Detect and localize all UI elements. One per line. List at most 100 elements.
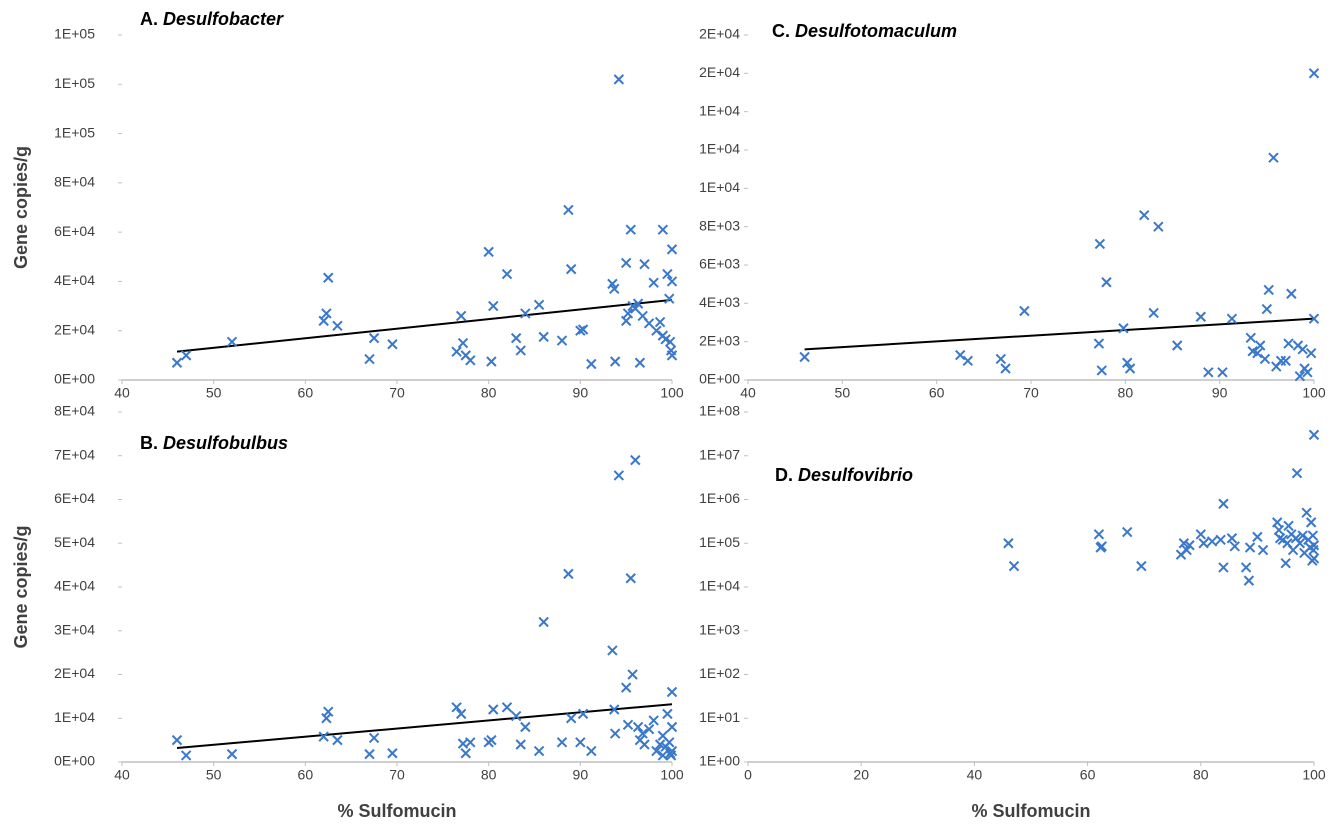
y-tick-label: 6E+04 [54, 223, 95, 239]
point [1280, 355, 1291, 367]
x-tick-label: 90 [573, 767, 589, 783]
point [515, 739, 526, 750]
point [625, 573, 636, 584]
point [575, 325, 586, 336]
point [1308, 544, 1319, 556]
y-tick-label: 1E+04 [54, 709, 95, 725]
point [1252, 531, 1263, 543]
y-tick-label: 1E+04 [699, 102, 740, 118]
point [1148, 307, 1159, 319]
point [577, 708, 589, 720]
y-tick-label: 3E+04 [54, 621, 95, 637]
point [1243, 575, 1255, 586]
point [1118, 323, 1129, 334]
point [1244, 542, 1256, 553]
y-tick-label: 1E+07 [699, 446, 740, 462]
point [1093, 529, 1105, 540]
point [364, 353, 375, 365]
point [1203, 367, 1214, 378]
y-tick-label: 4E+04 [54, 578, 95, 594]
trendline [176, 298, 673, 353]
y-tick-label: 1E+04 [699, 578, 740, 594]
x-tick-label: 40 [114, 767, 130, 783]
point [180, 750, 192, 761]
y-tick-label: 8E+04 [54, 174, 95, 190]
panel-label: C. [772, 21, 790, 41]
y-tick-label: 1E+05 [54, 26, 95, 42]
y-tick-label: 2E+04 [699, 64, 740, 80]
point [1019, 305, 1030, 317]
y-tick-label: 7E+04 [54, 446, 95, 462]
point [1217, 367, 1228, 378]
point [332, 320, 343, 331]
point [1195, 311, 1207, 322]
point [1252, 347, 1263, 359]
point [323, 706, 334, 717]
point [321, 713, 332, 724]
point [609, 704, 620, 715]
y-tick-label: 6E+04 [54, 490, 95, 506]
point [1122, 526, 1133, 538]
point [1096, 365, 1107, 376]
point [510, 710, 522, 722]
point [995, 353, 1007, 365]
point [665, 345, 677, 356]
point [501, 702, 513, 713]
point [488, 300, 499, 312]
point [1226, 533, 1238, 544]
point [1283, 338, 1294, 349]
point [1215, 534, 1226, 545]
y-axis-label: Gene copies/g [11, 146, 31, 269]
x-axis-label: % Sulfomucin [971, 801, 1090, 821]
point [1305, 347, 1317, 359]
point [1272, 517, 1283, 528]
point [457, 337, 469, 349]
genus-name: Desulfotomaculum [795, 21, 957, 41]
x-tick-label: 60 [298, 385, 314, 401]
point [510, 332, 522, 344]
panel: D. Desulfovibrio 1E+00 1E+01 1E+02 1E+03 1E+0… [699, 403, 1326, 821]
y-tick-label: 1E+03 [699, 621, 740, 637]
point [387, 748, 398, 759]
point [657, 750, 669, 761]
point [666, 276, 678, 287]
x-tick-label: 70 [389, 767, 405, 783]
point [962, 355, 974, 367]
x-tick-label: 100 [1302, 385, 1326, 401]
panel: C. Desulfotomaculum 0E+00 2E+03 4E+03 6E+03 8… [699, 21, 1326, 401]
y-tick-label: 2E+04 [54, 321, 95, 337]
point [1297, 344, 1308, 355]
x-tick-label: 100 [660, 385, 684, 401]
point [664, 737, 675, 748]
point [620, 315, 632, 327]
y-tick-label: 2E+04 [699, 26, 740, 42]
point [648, 715, 659, 726]
point [318, 731, 329, 742]
x-tick-label: 40 [967, 767, 983, 783]
y-tick-label: 0E+00 [54, 753, 95, 769]
x-tick-label: 50 [206, 385, 222, 401]
y-axis-label: Gene copies/g [11, 525, 31, 648]
genus-name: Desulfobulbus [163, 433, 288, 453]
point [1218, 562, 1229, 573]
point [666, 244, 678, 255]
point [565, 263, 577, 275]
y-tick-label: 1E+05 [54, 75, 95, 91]
point [1003, 538, 1014, 549]
point [556, 737, 568, 748]
x-tick-label: 80 [1193, 767, 1209, 783]
point [613, 74, 625, 85]
point [577, 324, 589, 335]
y-tick-label: 0E+00 [54, 371, 95, 387]
point [1008, 560, 1020, 572]
trendline [804, 317, 1315, 351]
point [465, 737, 476, 748]
point [1291, 467, 1303, 479]
point [1093, 338, 1105, 349]
panel-label: D. [775, 465, 793, 485]
x-tick-label: 70 [389, 385, 405, 401]
y-tick-label: 1E+08 [699, 403, 740, 419]
x-axis-label: % Sulfomucin [337, 801, 456, 821]
point [1101, 277, 1112, 288]
